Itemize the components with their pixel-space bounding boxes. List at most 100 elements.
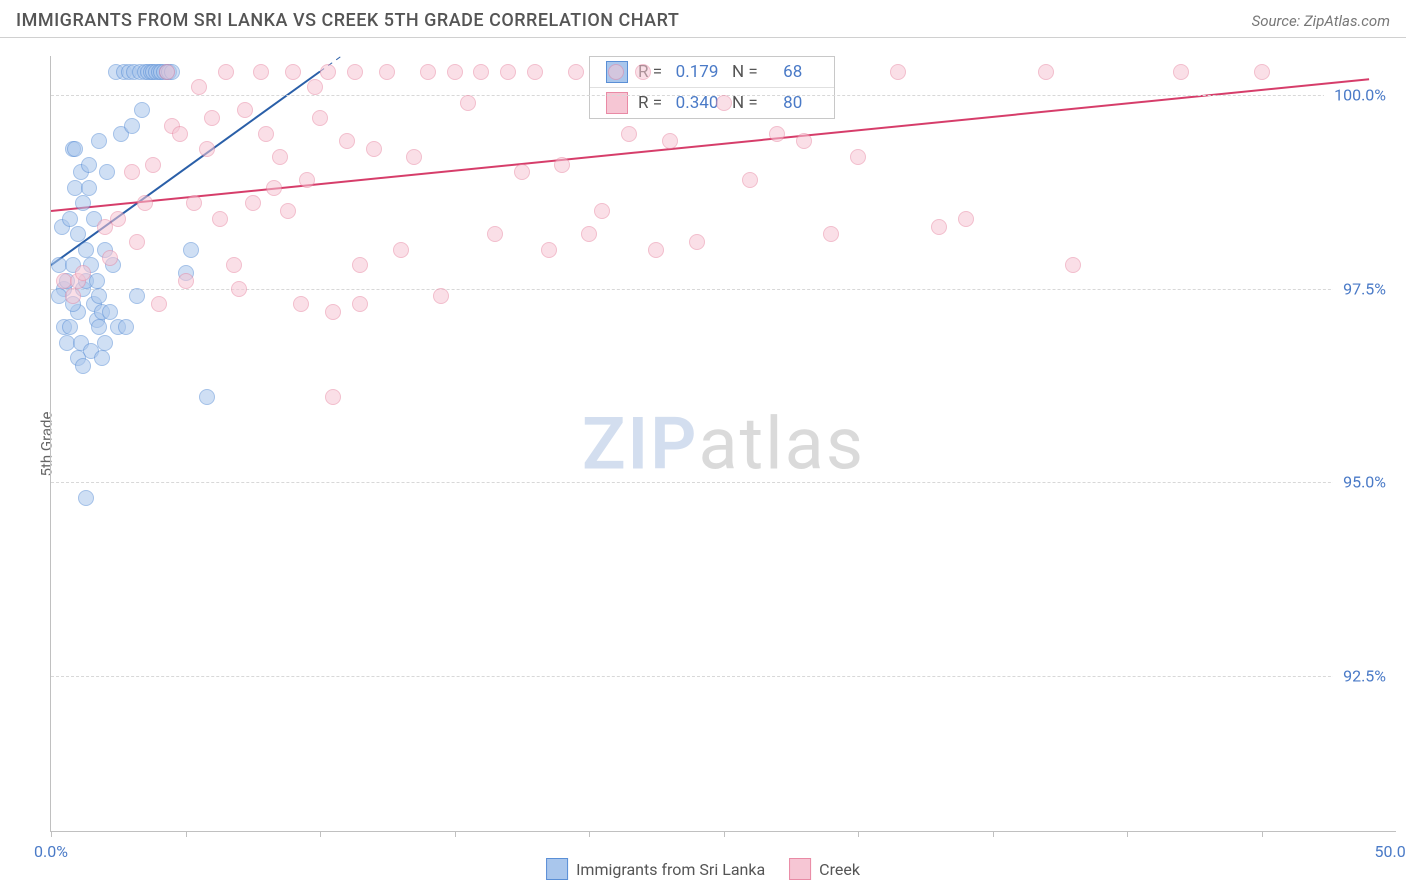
- data-point: [850, 149, 866, 165]
- data-point: [325, 304, 341, 320]
- data-point: [218, 64, 234, 80]
- series-legend-item: Creek: [789, 858, 860, 880]
- data-point: [102, 250, 118, 266]
- data-point: [178, 273, 194, 289]
- data-point: [99, 164, 115, 180]
- grid-line: [51, 289, 1396, 290]
- legend-swatch: [546, 858, 568, 880]
- data-point: [716, 95, 732, 111]
- data-point: [186, 195, 202, 211]
- plot-region: ZIPatlas R =0.179N =68R =0.340N =80 92.5…: [50, 56, 1396, 832]
- data-point: [258, 126, 274, 142]
- data-point: [124, 118, 140, 134]
- data-point: [293, 296, 309, 312]
- data-point: [70, 226, 86, 242]
- data-point: [447, 64, 463, 80]
- data-point: [62, 319, 78, 335]
- x-tick-label: 0.0%: [34, 842, 68, 861]
- data-point: [129, 234, 145, 250]
- data-point: [75, 358, 91, 374]
- legend-n-label: N =: [732, 93, 758, 113]
- data-point: [796, 133, 812, 149]
- data-point: [689, 234, 705, 250]
- data-point: [339, 133, 355, 149]
- data-point: [199, 389, 215, 405]
- data-point: [1254, 64, 1270, 80]
- data-point: [91, 319, 107, 335]
- x-tick-mark: [51, 831, 52, 837]
- x-tick-mark: [724, 831, 725, 837]
- chart-title: IMMIGRANTS FROM SRI LANKA VS CREEK 5TH G…: [16, 10, 679, 31]
- data-point: [159, 64, 175, 80]
- grid-line: [51, 482, 1396, 483]
- data-point: [237, 102, 253, 118]
- source-credit: Source: ZipAtlas.com: [1252, 12, 1390, 30]
- data-point: [129, 288, 145, 304]
- data-point: [379, 64, 395, 80]
- data-point: [204, 110, 220, 126]
- data-point: [118, 319, 134, 335]
- chart-header: IMMIGRANTS FROM SRI LANKA VS CREEK 5TH G…: [0, 0, 1406, 38]
- data-point: [541, 242, 557, 258]
- trend-lines: [51, 56, 1396, 831]
- data-point: [594, 203, 610, 219]
- x-tick-mark: [993, 831, 994, 837]
- data-point: [145, 157, 161, 173]
- data-point: [91, 288, 107, 304]
- watermark: ZIPatlas: [582, 401, 865, 486]
- data-point: [1038, 64, 1054, 80]
- data-point: [648, 242, 664, 258]
- x-tick-mark: [858, 831, 859, 837]
- data-point: [554, 157, 570, 173]
- legend-r-label: R =: [638, 93, 662, 113]
- data-point: [958, 211, 974, 227]
- data-point: [78, 490, 94, 506]
- y-tick-label: 95.0%: [1333, 473, 1396, 492]
- data-point: [75, 195, 91, 211]
- series-legend-item: Immigrants from Sri Lanka: [546, 858, 765, 880]
- data-point: [406, 149, 422, 165]
- series-legend-label: Creek: [819, 860, 860, 879]
- data-point: [110, 211, 126, 227]
- x-tick-mark: [320, 831, 321, 837]
- data-point: [78, 242, 94, 258]
- legend-n-value: 68: [768, 62, 818, 82]
- data-point: [81, 157, 97, 173]
- legend-swatch: [789, 858, 811, 880]
- data-point: [212, 211, 228, 227]
- x-tick-mark: [1262, 831, 1263, 837]
- data-point: [823, 226, 839, 242]
- data-point: [245, 195, 261, 211]
- x-tick-mark: [186, 831, 187, 837]
- data-point: [94, 350, 110, 366]
- data-point: [124, 164, 140, 180]
- data-point: [97, 335, 113, 351]
- data-point: [347, 64, 363, 80]
- data-point: [1065, 257, 1081, 273]
- data-point: [352, 257, 368, 273]
- data-point: [272, 149, 288, 165]
- data-point: [890, 64, 906, 80]
- data-point: [393, 242, 409, 258]
- series-legend: Immigrants from Sri Lanka Creek: [546, 858, 860, 880]
- data-point: [742, 172, 758, 188]
- y-tick-label: 92.5%: [1333, 667, 1396, 686]
- data-point: [608, 64, 624, 80]
- data-point: [307, 79, 323, 95]
- data-point: [62, 211, 78, 227]
- data-point: [931, 219, 947, 235]
- correlation-legend: R =0.179N =68R =0.340N =80: [589, 56, 835, 119]
- series-legend-label: Immigrants from Sri Lanka: [576, 860, 765, 879]
- data-point: [473, 64, 489, 80]
- data-point: [352, 296, 368, 312]
- data-point: [312, 110, 328, 126]
- data-point: [137, 195, 153, 211]
- data-point: [514, 164, 530, 180]
- y-tick-label: 97.5%: [1333, 279, 1396, 298]
- data-point: [91, 133, 107, 149]
- x-tick-mark: [455, 831, 456, 837]
- data-point: [253, 64, 269, 80]
- data-point: [102, 304, 118, 320]
- data-point: [266, 180, 282, 196]
- legend-n-value: 80: [768, 93, 818, 113]
